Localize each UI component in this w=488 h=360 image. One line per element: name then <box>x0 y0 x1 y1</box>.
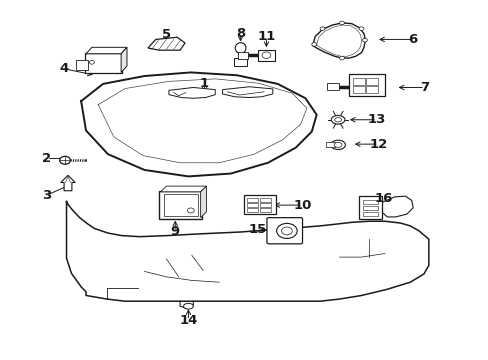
FancyBboxPatch shape <box>85 53 122 73</box>
Text: 2: 2 <box>42 152 51 165</box>
Ellipse shape <box>339 21 344 25</box>
Ellipse shape <box>358 27 363 31</box>
Text: 5: 5 <box>162 28 171 41</box>
FancyBboxPatch shape <box>159 191 202 219</box>
Ellipse shape <box>333 142 341 147</box>
Ellipse shape <box>281 227 292 235</box>
Ellipse shape <box>320 27 325 31</box>
Ellipse shape <box>187 208 194 213</box>
FancyBboxPatch shape <box>247 198 258 202</box>
Text: 4: 4 <box>60 62 69 75</box>
Text: 7: 7 <box>420 81 428 94</box>
FancyBboxPatch shape <box>266 218 302 244</box>
Ellipse shape <box>334 118 341 122</box>
FancyBboxPatch shape <box>260 208 270 212</box>
Text: 13: 13 <box>367 113 386 126</box>
FancyBboxPatch shape <box>233 58 247 66</box>
FancyBboxPatch shape <box>348 74 385 96</box>
FancyBboxPatch shape <box>362 212 377 216</box>
FancyBboxPatch shape <box>362 206 377 210</box>
Text: 9: 9 <box>170 225 180 238</box>
Text: 12: 12 <box>369 138 387 150</box>
FancyBboxPatch shape <box>260 203 270 207</box>
Ellipse shape <box>330 140 345 149</box>
Text: 6: 6 <box>407 33 416 46</box>
FancyBboxPatch shape <box>327 83 338 90</box>
FancyBboxPatch shape <box>247 208 258 212</box>
FancyBboxPatch shape <box>352 86 364 93</box>
FancyBboxPatch shape <box>247 203 258 207</box>
FancyBboxPatch shape <box>260 198 270 202</box>
FancyBboxPatch shape <box>325 142 334 147</box>
Text: 16: 16 <box>373 192 392 205</box>
FancyBboxPatch shape <box>358 196 381 219</box>
Polygon shape <box>379 196 412 217</box>
FancyBboxPatch shape <box>257 50 275 61</box>
Ellipse shape <box>339 56 344 60</box>
FancyBboxPatch shape <box>365 78 377 85</box>
Ellipse shape <box>60 156 70 164</box>
FancyBboxPatch shape <box>352 78 364 85</box>
Polygon shape <box>222 87 272 98</box>
Polygon shape <box>148 37 184 50</box>
Text: 11: 11 <box>257 30 275 43</box>
Text: 14: 14 <box>179 314 197 327</box>
Ellipse shape <box>330 116 344 124</box>
Text: 15: 15 <box>248 223 267 236</box>
Ellipse shape <box>362 39 366 42</box>
Ellipse shape <box>235 42 245 53</box>
Polygon shape <box>168 87 215 98</box>
FancyBboxPatch shape <box>76 60 88 69</box>
Ellipse shape <box>276 224 297 238</box>
Text: 3: 3 <box>42 189 52 202</box>
Text: 8: 8 <box>236 27 244 40</box>
Text: 1: 1 <box>200 77 209 90</box>
Ellipse shape <box>262 52 270 58</box>
FancyBboxPatch shape <box>237 51 248 59</box>
Polygon shape <box>160 186 206 192</box>
Polygon shape <box>121 47 127 72</box>
FancyBboxPatch shape <box>362 200 377 204</box>
Ellipse shape <box>183 303 193 309</box>
FancyBboxPatch shape <box>365 86 377 93</box>
Ellipse shape <box>89 60 94 64</box>
Polygon shape <box>200 186 206 218</box>
FancyBboxPatch shape <box>244 195 276 214</box>
Polygon shape <box>61 175 75 191</box>
FancyBboxPatch shape <box>163 194 197 216</box>
Ellipse shape <box>311 42 316 46</box>
Polygon shape <box>86 47 127 54</box>
Text: 10: 10 <box>293 199 311 212</box>
